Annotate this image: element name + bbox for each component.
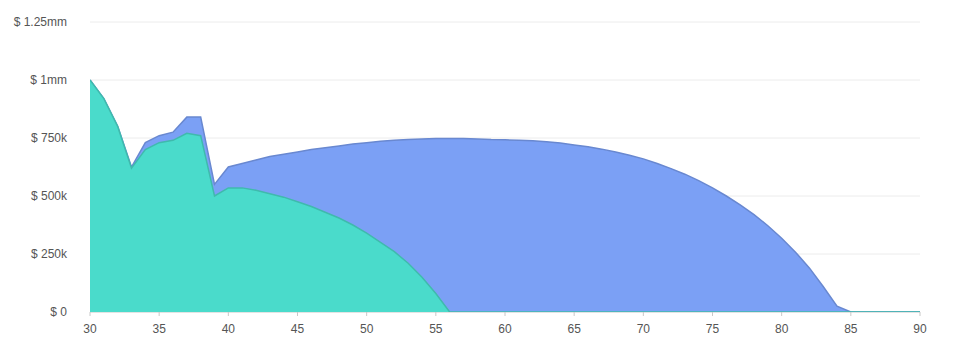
x-tick [366, 312, 367, 316]
x-tick [228, 312, 229, 316]
x-tick-label: 50 [360, 322, 374, 336]
x-tick-label: 85 [844, 322, 858, 336]
x-tick-label: 35 [152, 322, 166, 336]
grid-line [90, 80, 920, 81]
x-tick [850, 312, 851, 316]
plot-area [90, 80, 920, 312]
y-tick-label: $ 0 [50, 305, 67, 319]
x-tick-label: 80 [775, 322, 789, 336]
x-tick-label: 30 [83, 322, 97, 336]
x-tick-label: 60 [498, 322, 512, 336]
x-tick [643, 312, 644, 316]
x-tick [159, 312, 160, 316]
area-line [90, 80, 920, 312]
x-tick [90, 312, 91, 316]
y-tick-label: $ 500k [31, 189, 68, 203]
x-tick [781, 312, 782, 316]
y-tick-label: $ 750k [31, 131, 68, 145]
x-tick [712, 312, 713, 316]
x-tick-label: 75 [706, 322, 720, 336]
x-tick [435, 312, 436, 316]
x-tick-label: 40 [222, 322, 236, 336]
area-line [90, 80, 920, 312]
y-tick-label: $ 250k [31, 247, 68, 261]
x-tick [505, 312, 506, 316]
x-tick-label: 55 [429, 322, 443, 336]
x-tick-label: 45 [291, 322, 305, 336]
area [90, 80, 920, 312]
grid-line [90, 138, 920, 139]
y-tick-label: $ 1mm [30, 73, 67, 87]
x-tick-label: 70 [637, 322, 651, 336]
x-tick [297, 312, 298, 316]
area [90, 80, 920, 312]
x-tick [920, 312, 921, 316]
x-tick [574, 312, 575, 316]
chart: $ 0 $ 250k $ 500k $ 750k $ 1mm $ 1.25mm 30 35 40… [0, 0, 961, 350]
x-tick-label: 65 [567, 322, 581, 336]
grid-line [90, 22, 920, 23]
x-tick-label: 90 [913, 322, 927, 336]
y-tick-label: $ 1.25mm [14, 15, 67, 29]
